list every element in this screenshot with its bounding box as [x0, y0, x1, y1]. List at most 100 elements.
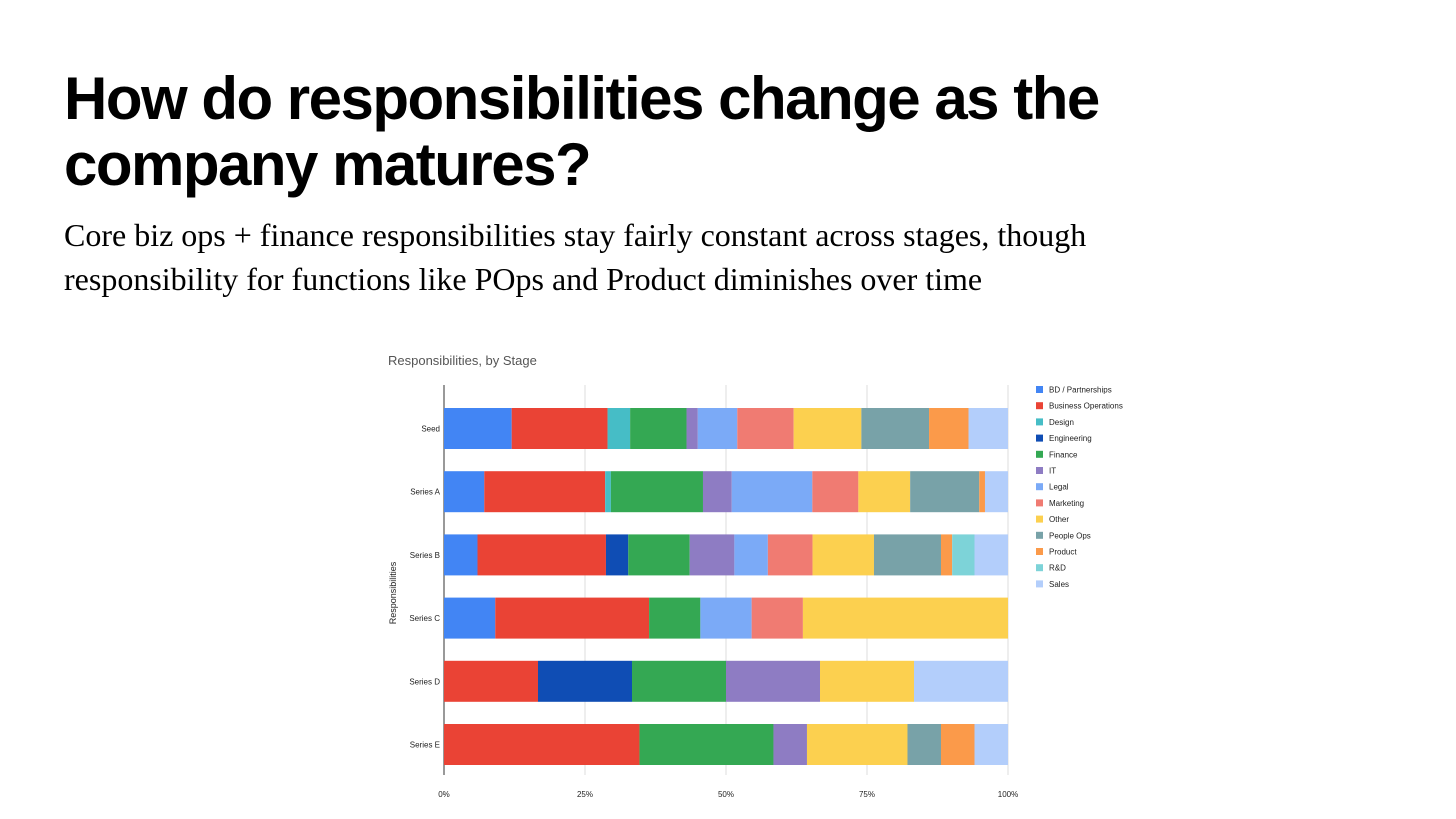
- bar-segment: [914, 660, 1008, 702]
- bar-segment: [952, 534, 975, 576]
- legend-label: Marketing: [1049, 499, 1084, 508]
- x-tick-label: 25%: [577, 790, 593, 799]
- legend-label: Sales: [1049, 580, 1069, 589]
- legend-label: Legal: [1049, 483, 1069, 492]
- x-tick-label: 0%: [438, 790, 450, 799]
- bar-segment: [812, 471, 859, 513]
- legend-label: Engineering: [1049, 434, 1092, 443]
- legend-label: Finance: [1049, 450, 1078, 459]
- category-label: Series B: [410, 551, 440, 560]
- legend-label: BD / Partnerships: [1049, 386, 1112, 395]
- legend-swatch: [1036, 450, 1043, 458]
- bar-segment: [700, 597, 752, 639]
- bar-series: [444, 408, 1008, 765]
- bar-segment: [477, 534, 606, 576]
- bar-segment: [751, 597, 803, 639]
- bar-segment: [689, 534, 735, 576]
- y-axis-label: Responsibilities: [388, 561, 398, 624]
- legend-swatch: [1036, 386, 1043, 393]
- slide-subheading: Core biz ops + finance responsibilities …: [64, 217, 1087, 297]
- bar-segment: [968, 408, 1008, 449]
- bar-segment: [444, 408, 512, 449]
- bar-segment: [737, 408, 794, 449]
- bar-segment: [484, 471, 606, 513]
- legend-swatch: [1036, 531, 1043, 539]
- bar-segment: [605, 471, 611, 513]
- bar-segment: [511, 408, 608, 449]
- bar-segment: [806, 724, 908, 765]
- category-label: Series C: [409, 614, 440, 623]
- chart-legend: BD / Partnerships Business Operations Desi…: [1036, 386, 1123, 589]
- bar-segment: [731, 471, 813, 513]
- legend-label: Product: [1049, 548, 1077, 557]
- bar-segment: [628, 534, 690, 576]
- legend-swatch: [1036, 483, 1043, 491]
- legend-label: R&D: [1049, 564, 1066, 573]
- legend-swatch: [1036, 418, 1043, 426]
- bar-segment: [538, 660, 632, 702]
- category-label: Series A: [410, 488, 440, 497]
- bar-segment: [773, 724, 807, 765]
- bar-segment: [444, 660, 538, 702]
- chart-title: Responsibilities, by Stage: [388, 353, 537, 368]
- slide-heading: How do responsibilities change as the co…: [64, 65, 1100, 198]
- bar-segment: [649, 597, 701, 639]
- legend-swatch: [1036, 499, 1043, 507]
- bar-segment: [984, 471, 1008, 513]
- bar-segment: [907, 724, 941, 765]
- bar-segment: [702, 471, 732, 513]
- category-label: Series D: [409, 677, 440, 686]
- bar-segment: [858, 471, 911, 513]
- category-label: Seed: [421, 425, 440, 434]
- legend-label: People Ops: [1049, 531, 1091, 540]
- stacked-bar-chart: Seed Series A Series B Series C Series D Seri…: [388, 385, 1123, 799]
- bar-segment: [630, 408, 687, 449]
- bar-segment: [974, 534, 1008, 576]
- bar-segment: [820, 660, 914, 702]
- bar-segment: [910, 471, 980, 513]
- x-tick-label: 100%: [998, 790, 1018, 799]
- bar-segment: [979, 471, 985, 513]
- legend-swatch: [1036, 434, 1043, 442]
- x-tick-label: 50%: [718, 790, 734, 799]
- bar-segment: [793, 408, 862, 449]
- legend-label: Design: [1049, 418, 1074, 427]
- category-label: Series E: [410, 741, 440, 750]
- bar-segment: [873, 534, 941, 576]
- bar-segment: [444, 534, 478, 576]
- bar-segment: [444, 724, 640, 765]
- bar-segment: [632, 660, 726, 702]
- bar-segment: [444, 597, 496, 639]
- bar-segment: [929, 408, 969, 449]
- bar-segment: [734, 534, 768, 576]
- bar-segment: [605, 534, 629, 576]
- bar-segment: [444, 471, 485, 513]
- legend-swatch: [1036, 548, 1043, 555]
- legend-swatch: [1036, 467, 1043, 474]
- tick-labels: 0% 25% 50% 75% 100%: [438, 790, 1018, 799]
- bar-segment: [495, 597, 650, 639]
- bar-segment: [686, 408, 698, 449]
- legend-swatch: [1036, 564, 1043, 572]
- bar-segment: [767, 534, 813, 576]
- bar-segment: [802, 597, 1008, 639]
- legend-swatch: [1036, 580, 1043, 588]
- bar-segment: [607, 408, 631, 449]
- x-tick-label: 75%: [859, 790, 875, 799]
- bar-segment: [610, 471, 703, 513]
- gridlines: [443, 385, 1009, 775]
- legend-swatch: [1036, 515, 1043, 523]
- bar-segment: [726, 660, 820, 702]
- bar-segment: [974, 724, 1008, 765]
- legend-label: IT: [1049, 467, 1056, 476]
- category-labels: Seed Series A Series B Series C Series D Seri…: [409, 425, 440, 750]
- bar-segment: [812, 534, 874, 576]
- bar-segment: [697, 408, 738, 449]
- bar-segment: [940, 534, 953, 576]
- legend-label: Other: [1049, 515, 1069, 524]
- bar-segment: [940, 724, 975, 765]
- legend-label: Business Operations: [1049, 402, 1123, 411]
- bar-segment: [861, 408, 930, 449]
- bar-segment: [639, 724, 774, 765]
